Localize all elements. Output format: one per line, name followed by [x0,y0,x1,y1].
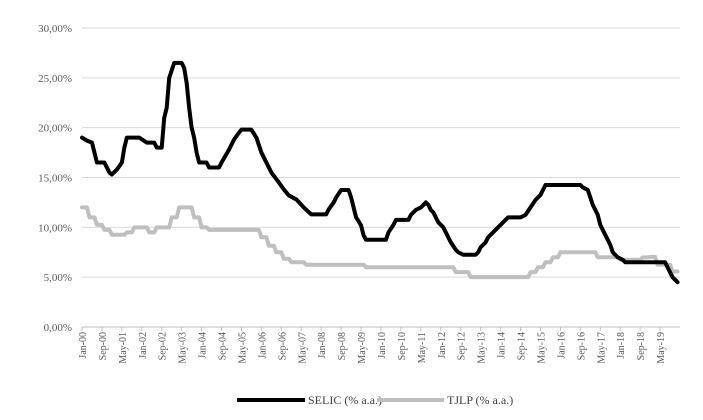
x-tick-label: May-17 [596,332,607,364]
y-tick-label: 30,00% [38,23,72,35]
x-tick-label: Jan-04 [198,332,209,359]
x-tick-label: Sep-02 [158,332,169,360]
y-tick-label: 5,00% [44,272,72,284]
x-tick-label: Jan-00 [78,332,89,359]
x-tick-label: Sep-18 [636,332,647,360]
x-tick-label: Sep-16 [576,332,587,360]
y-axis-ticks: 0,00% 5,00% 10,00% 15,00% 20,00% 25,00% 30,00% [38,23,72,334]
series-lines [80,60,680,285]
x-tick-label: Sep-14 [517,332,528,360]
x-tick-label: Jan-14 [497,332,508,359]
x-tick-label: Jan-08 [317,332,328,359]
x-axis-ticks: Jan-00 Sep-00 May-01 Jan-02 Sep-02 May-03 Jan-… [78,327,667,364]
x-tick-label: Jan-10 [377,332,388,359]
y-tick-label: 25,00% [38,73,72,85]
x-tick-label: Sep-12 [457,332,468,360]
x-tick-label: Jan-18 [616,332,627,359]
x-tick-label: Sep-00 [98,332,109,360]
x-tick-label: Sep-06 [277,332,288,360]
x-tick-label: May-01 [118,332,129,364]
x-tick-label: Jan-06 [257,332,268,359]
x-tick-label: May-03 [178,332,189,364]
x-tick-label: Sep-10 [397,332,408,360]
legend-label-tjlp: TJLP (% a.a.) [447,393,513,407]
x-tick-label: Jan-16 [556,332,567,359]
y-tick-label: 10,00% [38,222,72,234]
y-tick-label: 20,00% [38,123,72,135]
x-tick-label: May-09 [357,332,368,364]
x-tick-label: May-15 [536,332,547,364]
gridlines [82,27,680,328]
legend: SELIC (% a.a.) TJLP (% a.a.) [237,393,513,407]
x-tick-label: May-11 [417,332,428,363]
x-tick-label: Sep-08 [337,332,348,360]
x-tick-label: May-05 [237,332,248,364]
series-line-tjlp [80,205,680,280]
x-tick-label: May-13 [477,332,488,364]
y-tick-label: 15,00% [38,173,72,185]
x-tick-label: Sep-04 [218,332,229,360]
x-tick-label: Jan-12 [437,332,448,359]
series-line-selic [80,60,680,285]
x-tick-label: May-07 [297,332,308,364]
x-tick-label: May-19 [656,332,667,364]
x-tick-label: Jan-02 [138,332,149,359]
legend-label-selic: SELIC (% a.a.) [308,393,382,407]
y-tick-label: 0,00% [44,322,72,334]
